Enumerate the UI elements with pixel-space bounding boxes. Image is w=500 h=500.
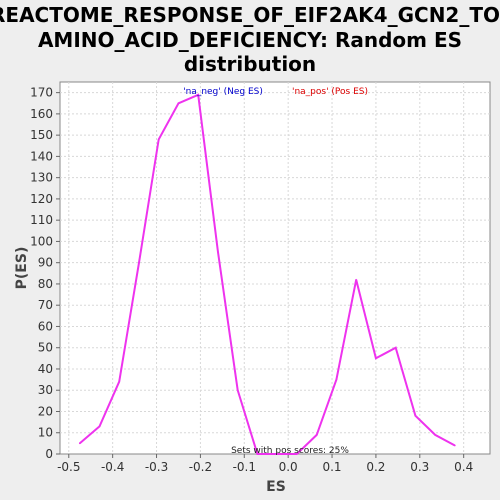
plot-area xyxy=(59,81,491,455)
data-point xyxy=(375,357,377,360)
y-tick-label: 110 xyxy=(30,213,53,227)
legend-item-neg: 'na_neg' (Neg ES) xyxy=(183,87,263,97)
chart-title-line-3: distribution xyxy=(184,52,316,76)
y-tick-label: 80 xyxy=(38,277,53,291)
axes: 0 10 20 30 40 50 60 70 80 90 100 110 120 130 140 150 160… xyxy=(30,86,473,474)
data-point xyxy=(256,453,259,455)
data-point xyxy=(434,434,436,436)
x-tick-label: 0.2 xyxy=(366,460,385,474)
x-tick-label: -0.1 xyxy=(233,460,256,474)
y-tick-label: 10 xyxy=(38,426,53,440)
y-tick-label: 40 xyxy=(38,362,53,376)
data-point xyxy=(355,278,357,281)
y-tick-label: 30 xyxy=(38,383,53,397)
x-tick-label: 0.1 xyxy=(322,460,341,474)
data-point xyxy=(414,414,417,417)
y-tick-label: 20 xyxy=(38,404,53,418)
y-tick-label: 0 xyxy=(45,447,53,461)
data-point xyxy=(236,389,239,392)
grid xyxy=(60,82,490,454)
y-tick-label: 150 xyxy=(30,128,53,142)
pos-scores-annotation: Sets with pos scores: 25% xyxy=(231,446,349,456)
data-point xyxy=(296,453,298,455)
data-point xyxy=(276,453,278,455)
y-tick-label: 90 xyxy=(38,256,53,270)
series-layer xyxy=(78,93,456,455)
data-point xyxy=(197,93,200,96)
series-line xyxy=(79,93,456,455)
data-point xyxy=(157,138,160,141)
x-tick-label: 0.4 xyxy=(454,460,473,474)
data-point xyxy=(335,378,338,381)
data-point xyxy=(98,425,101,428)
y-tick-label: 170 xyxy=(30,86,53,100)
x-tick-label: 0.3 xyxy=(410,460,429,474)
y-tick-label: 70 xyxy=(38,298,53,312)
y-tick-label: 140 xyxy=(30,149,53,163)
x-tick-label: -0.3 xyxy=(145,460,168,474)
y-tick-label: 130 xyxy=(30,171,53,185)
chart-title-line-2: AMINO_ACID_DEFICIENCY: Random ES xyxy=(38,28,462,52)
y-tick-label: 120 xyxy=(30,192,53,206)
x-tick-label: -0.4 xyxy=(101,460,124,474)
data-point xyxy=(394,346,397,349)
x-tick-label: 0.0 xyxy=(279,460,298,474)
y-axis-label: P(ES) xyxy=(14,247,30,290)
y-tick-label: 60 xyxy=(38,319,53,333)
data-point xyxy=(315,434,318,436)
data-point xyxy=(78,442,81,445)
y-tick-label: 100 xyxy=(30,234,53,248)
chart-title-line-1: REACTOME_RESPONSE_OF_EIF2AK4_GCN2_TO_ xyxy=(0,3,500,27)
data-point xyxy=(454,444,456,447)
data-point xyxy=(138,261,140,264)
data-point xyxy=(118,380,121,383)
x-axis-label: ES xyxy=(266,479,286,495)
x-tick-label: -0.5 xyxy=(57,460,80,474)
data-point xyxy=(177,102,180,105)
legend-item-pos: 'na_pos' (Pos ES) xyxy=(292,87,368,97)
data-point xyxy=(217,251,219,253)
y-tick-label: 50 xyxy=(38,341,53,355)
y-tick-label: 160 xyxy=(30,107,53,121)
x-tick-label: -0.2 xyxy=(189,460,212,474)
